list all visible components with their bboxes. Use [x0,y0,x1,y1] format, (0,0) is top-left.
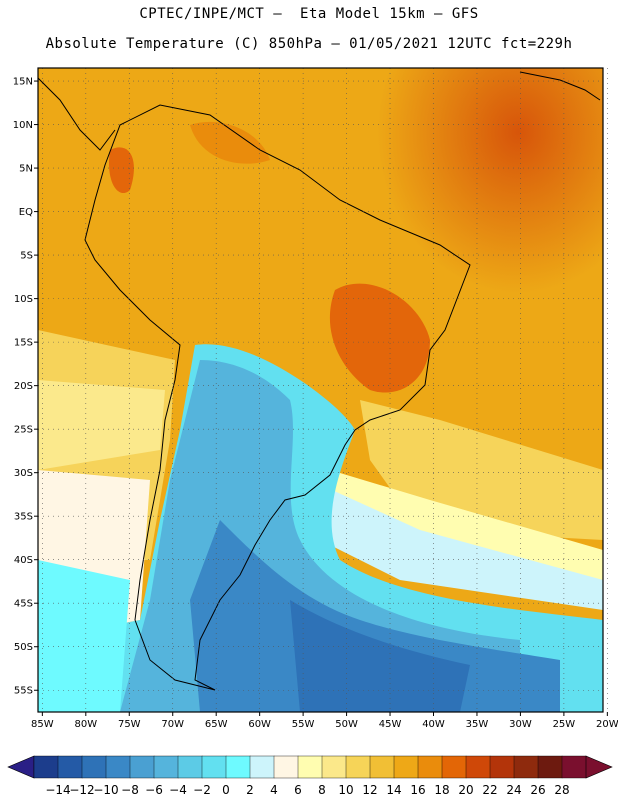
latitude-labels: 15N 10N 5N EQ 5S 10S 15S 20S 25S 30S 35S 40S 45S 50S 5… [13,77,38,697]
lon-label: 20W [596,719,618,730]
field-hot-brazil [329,283,430,393]
lon-label: 60W [248,719,271,730]
chart-subtitle: Absolute Temperature (C) 850hPa – 01/05/… [45,36,573,52]
colorbar-label: 12 [362,783,377,797]
chart-title: CPTEC/INPE/MCT – Eta Model 15km – GFS [139,6,479,22]
colorbar-label: 8 [318,783,326,797]
colorbar-label: −2 [193,783,211,797]
colorbar-swatch [489,755,515,779]
lat-label: 10S [14,294,33,305]
lon-label: 45W [379,719,402,730]
colorbar-label: 24 [506,783,521,797]
colorbar-swatch [225,755,251,779]
lon-label: 70W [161,719,184,730]
colorbar-swatch [129,755,155,779]
lon-label: 40W [422,719,445,730]
colorbar-swatch [33,755,59,779]
lat-lon-grid [38,68,608,712]
colorbar-label: 0 [222,783,230,797]
lat-label: 35S [14,512,33,523]
colorbar-label: 26 [530,783,545,797]
lat-label: 10N [13,120,33,131]
colorbar-label: 22 [482,783,497,797]
colorbar-label: 28 [554,783,569,797]
lon-label: 55W [292,719,315,730]
colorbar-swatch [345,755,371,779]
colorbar-arrow-max [585,755,613,779]
colorbar-label: −6 [145,783,163,797]
lon-label: 25W [553,719,576,730]
colorbar-swatch [561,755,587,779]
lat-label: 55S [14,686,33,697]
lat-label: 45S [14,599,33,610]
colorbar-swatch [81,755,107,779]
colorbar-label: −8 [121,783,139,797]
colorbar-swatch [321,755,347,779]
lat-label: 30S [14,468,33,479]
colorbar-label: 20 [458,783,473,797]
lat-label: 50S [14,642,33,653]
plot-frame [37,67,604,713]
colorbar-swatch [537,755,563,779]
colorbar-label: −14 [45,783,70,797]
colorbar-label: −12 [69,783,94,797]
colorbar-label: 2 [246,783,254,797]
lon-label: 30W [509,719,532,730]
coastline-central-america [38,77,116,151]
colorbar-swatch [369,755,395,779]
lat-label: 20S [14,381,33,392]
colorbar-label: 16 [410,783,425,797]
colorbar-arrow-min [7,755,35,779]
lat-label: 15S [14,338,33,349]
colorbar-swatch [441,755,467,779]
colorbar [7,755,613,779]
lat-label: EQ [19,207,33,218]
colorbar-label: 14 [386,783,401,797]
coastline-caribbean [519,71,601,101]
colorbar-swatch [105,755,131,779]
lat-label: 15N [13,77,33,88]
colorbar-labels: −14−12−10 −8 −6 −4 −2 0 2 4 6 8 10 12 14 16 18 20 22 24 26… [45,783,569,797]
field-warm-venezuela [190,121,270,164]
colorbar-swatch [393,755,419,779]
colorbar-label: 4 [270,783,278,797]
lat-label: 5N [19,164,33,175]
colorbar-label: 10 [338,783,353,797]
colorbar-swatch [201,755,227,779]
coastline-south-america [84,104,471,691]
colorbar-label: 6 [294,783,302,797]
colorbar-label: −4 [169,783,187,797]
temperature-field [38,68,603,712]
lon-label: 80W [74,719,97,730]
lat-label: 25S [14,425,33,436]
colorbar-swatch [273,755,299,779]
colorbar-swatch [249,755,275,779]
colorbar-swatch [153,755,179,779]
colorbar-label: −10 [93,783,118,797]
longitude-labels: 85W 80W 75W 70W 65W 60W 55W 50W 45W 40W 35W 30W 25W 2… [31,712,618,730]
lon-label: 75W [118,719,141,730]
colorbar-swatch [297,755,323,779]
lon-label: 50W [335,719,358,730]
colorbar-swatch [417,755,443,779]
colorbar-label: 18 [434,783,449,797]
colorbar-swatch [513,755,539,779]
lon-label: 35W [466,719,489,730]
colorbar-swatch [177,755,203,779]
lon-label: 85W [31,719,54,730]
lat-label: 5S [20,251,33,262]
lat-label: 40S [14,555,33,566]
colorbar-swatch [57,755,83,779]
colorbar-swatch [465,755,491,779]
lon-label: 65W [205,719,228,730]
field-hot-andes-north [109,147,134,194]
